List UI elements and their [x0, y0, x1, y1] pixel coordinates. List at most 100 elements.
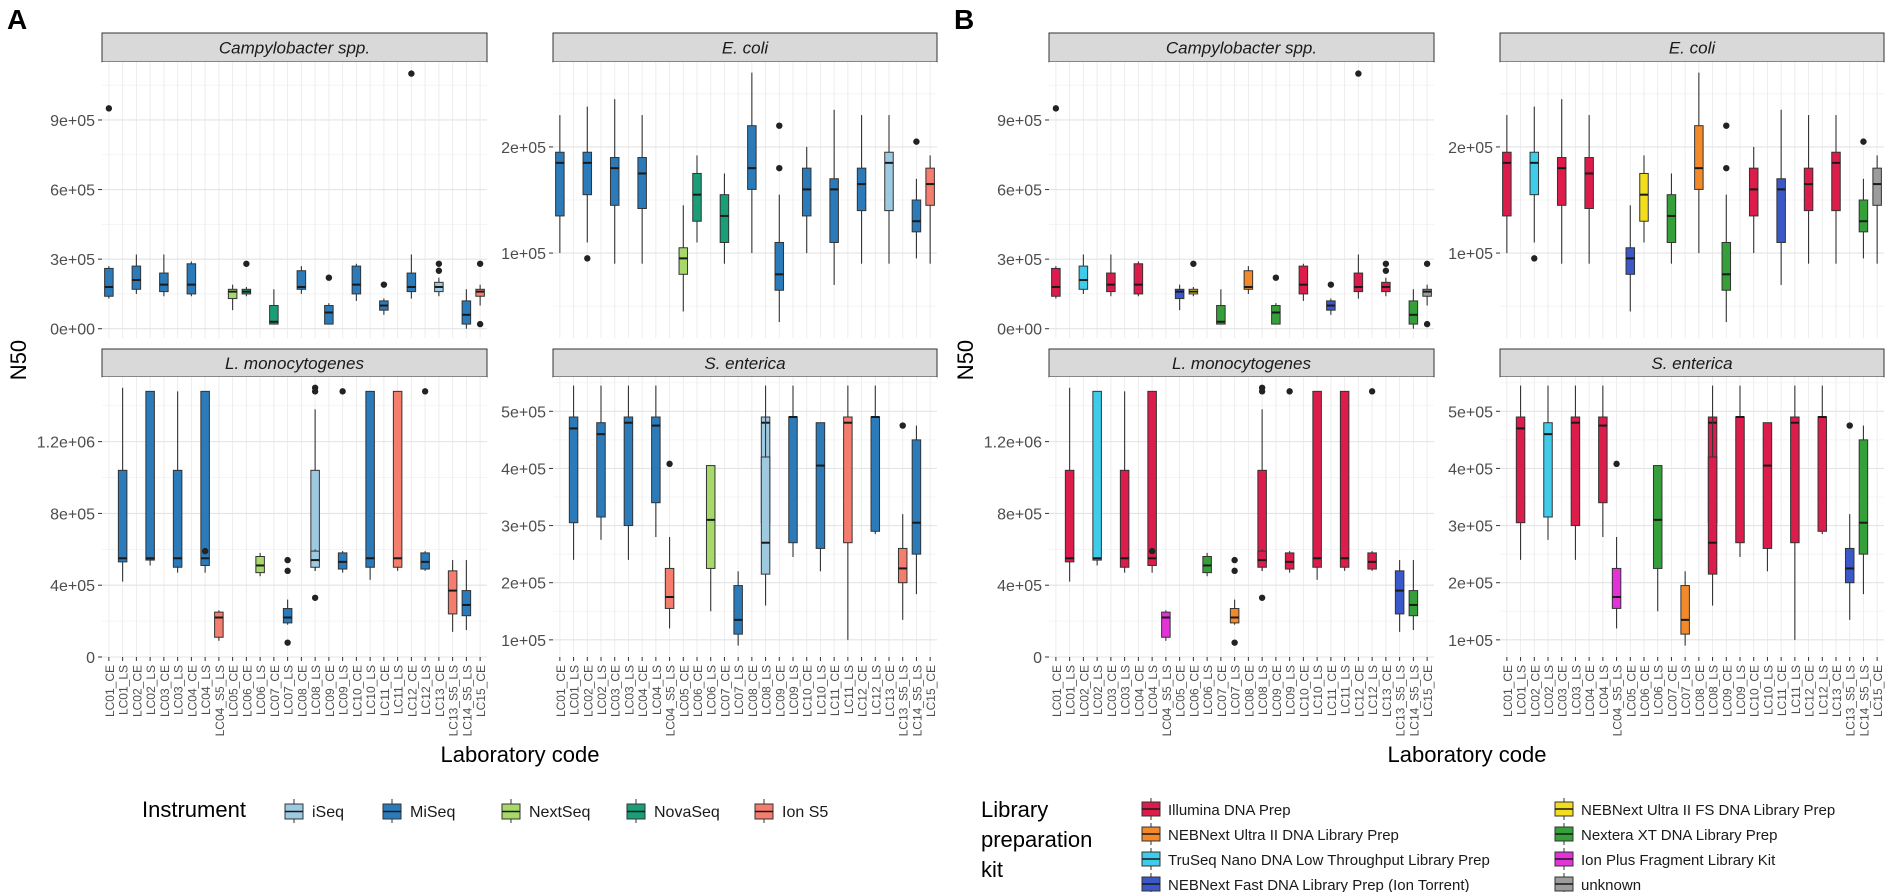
box-lc03_ce	[1106, 254, 1116, 297]
x-tick-label: LC15_CE	[1871, 665, 1885, 717]
box-iqr	[214, 611, 224, 638]
y-axis-title: N50	[6, 340, 31, 380]
box-iqr	[1147, 390, 1157, 566]
box-iqr	[815, 422, 826, 549]
outlier-point	[1231, 567, 1238, 575]
x-tick-label: LC11_CE	[1325, 665, 1339, 716]
box-iqr	[159, 272, 169, 293]
box-lc10_ls	[365, 390, 375, 580]
x-tick-label: LC08_CE	[1242, 665, 1256, 717]
box-lc03_ls	[172, 391, 183, 573]
box-iqr	[1257, 469, 1267, 563]
legend-label: NEBNext Fast DNA Library Prep (Ion Torre…	[1168, 877, 1470, 892]
facet-title: S. enterica	[1651, 354, 1732, 373]
y-tick-label: 4e+05	[997, 578, 1042, 595]
facet-4: S. enterica 1e+05 2e+05 3e+05 4e+05 5e+05 LC01…	[1448, 348, 1885, 736]
y-tick-label: 1e+05	[1448, 246, 1493, 263]
y-tick-label: 3e+05	[997, 252, 1042, 269]
box-lc08_ce	[747, 72, 757, 254]
outlier-point	[435, 260, 443, 267]
y-tick-label: 2e+05	[501, 140, 546, 157]
x-tick-label: LC15_CE	[474, 665, 488, 717]
box-lc06_ce	[1188, 260, 1199, 297]
legend-title-line: preparation	[981, 827, 1092, 852]
legend-label: Ion Plus Fragment Library Kit	[1581, 852, 1776, 869]
x-tick-label: LC10_CE	[801, 665, 815, 717]
box-lc03_ce	[159, 254, 169, 297]
x-tick-label: LC15_CE	[1421, 665, 1435, 717]
legend-item-kit: NEBNext Fast DNA Library Prep (Ion Torre…	[1141, 873, 1470, 892]
x-tick-label: LC03_CE	[1556, 665, 1570, 717]
y-tick-label: 5e+05	[501, 404, 546, 421]
x-tick-label: LC14_S5_LS	[910, 665, 924, 736]
box-iqr	[296, 270, 307, 290]
box-iqr	[1598, 416, 1608, 504]
box-iqr	[719, 194, 730, 243]
x-tick-label: LC07_LS	[1679, 665, 1693, 715]
x-tick-label: LC12_LS	[419, 665, 433, 715]
x-tick-label: LC13_CE	[1830, 665, 1844, 717]
y-tick-label: 1.2e+06	[37, 435, 95, 452]
x-tick-label: LC05_CE	[677, 665, 691, 717]
box-lc10_ls	[1762, 422, 1773, 572]
box-iqr	[1243, 270, 1254, 290]
box-lc10_ls	[815, 422, 826, 572]
box-lc04_ls	[1147, 390, 1157, 573]
box-iqr	[1064, 469, 1075, 563]
box-iqr	[1092, 390, 1102, 561]
y-tick-label: 9e+05	[997, 113, 1042, 130]
facet-title: L. monocytogenes	[1172, 354, 1311, 373]
box-lc04_ce	[186, 261, 197, 297]
legend-label: Illumina DNA Prep	[1168, 802, 1291, 819]
box-iqr	[1652, 465, 1663, 569]
x-tick-label: LC04_LS	[1146, 665, 1160, 715]
y-tick-label: 2e+05	[1448, 576, 1493, 593]
box-lc04_s5_ls	[1161, 610, 1171, 641]
y-tick-label: 0	[1033, 650, 1042, 667]
box-iqr	[1271, 305, 1281, 325]
outlier-point	[476, 320, 484, 328]
box-iqr	[747, 125, 757, 190]
x-tick-label: LC01_LS	[568, 665, 582, 715]
box-iqr	[897, 547, 908, 584]
box-iqr	[1422, 288, 1432, 297]
outlier-point	[913, 138, 920, 145]
x-tick-label: LC11_LS	[392, 665, 406, 714]
x-tick-label: LC02_CE	[130, 665, 144, 717]
x-tick-label: LC11_LS	[1339, 665, 1353, 714]
x-tick-label: LC10_LS	[814, 665, 828, 715]
legend-item-kit: Nextera XT DNA Library Prep	[1554, 823, 1777, 845]
box-iqr	[310, 469, 320, 563]
x-tick-label: LC11_LS	[1789, 665, 1803, 714]
x-tick-label: LC14_S5_LS	[460, 665, 474, 736]
box-iqr	[1543, 422, 1553, 518]
box-iqr	[392, 390, 403, 568]
plot-background	[102, 377, 487, 657]
legend-title: Instrument	[142, 797, 246, 822]
box-lc11_ls	[1790, 385, 1800, 640]
x-tick-label: LC05_CE	[227, 665, 241, 717]
box-iqr	[1119, 469, 1130, 568]
facet-strip	[1048, 348, 1435, 378]
box-lc07_ce	[269, 289, 279, 325]
x-tick-label: LC02_CE	[581, 665, 595, 717]
outlier-point	[1231, 556, 1238, 564]
x-tick-label: LC08_CE	[1693, 665, 1707, 717]
x-axis-title: Laboratory code	[441, 742, 600, 767]
panel-a: A N50 Campylobacter spp. 0e+00 3e+05 6e+05 9e+…	[6, 4, 938, 823]
x-tick-label: LC02_CE	[1077, 665, 1091, 717]
x-tick-label: LC04_LS	[1597, 665, 1611, 715]
box-iqr	[1584, 157, 1594, 209]
y-tick-label: 0e+00	[50, 322, 95, 339]
box-lc15_ce	[1422, 260, 1432, 328]
legend-item-kit: unknown	[1554, 873, 1641, 892]
box-lc06_ce	[1639, 155, 1649, 243]
box-lc11_ce	[1776, 109, 1786, 285]
y-tick-label: 1e+05	[1448, 633, 1493, 650]
x-tick-label: LC08_CE	[746, 665, 760, 717]
box-lc13_s5_ls	[447, 560, 458, 632]
box-iqr	[104, 267, 114, 297]
y-tick-label: 4e+05	[501, 461, 546, 478]
box-lc13_s5_ls	[897, 422, 908, 620]
